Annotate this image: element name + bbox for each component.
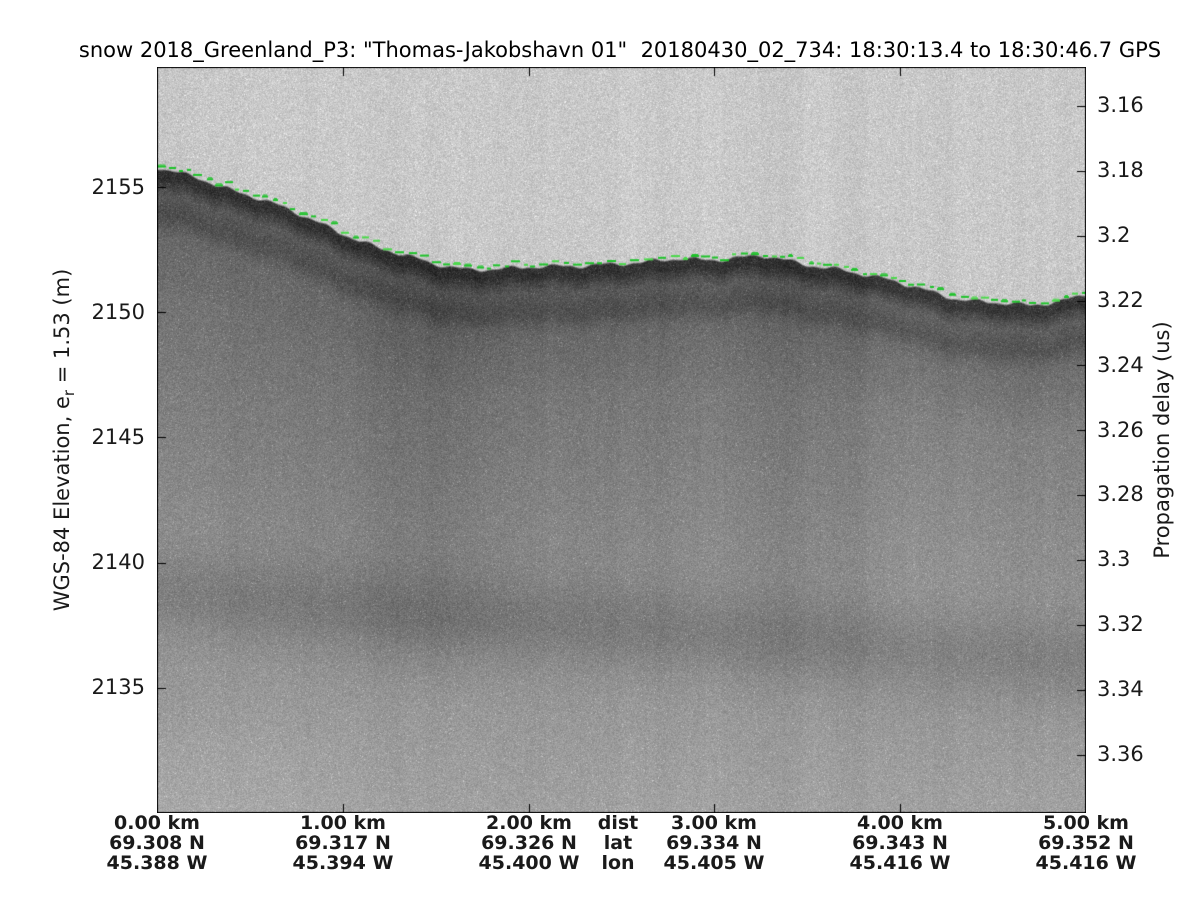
- left-tick-label: 2140: [91, 550, 145, 574]
- geo-column-4: 4.00 km 69.343 N 45.416 W: [808, 813, 992, 873]
- right-tick-label: 3.26: [1097, 418, 1144, 442]
- geo-lat: 69.308 N: [109, 832, 205, 854]
- left-axis-label-subscript: r: [60, 389, 79, 397]
- right-tick-label: 3.34: [1097, 677, 1144, 701]
- geo-lon: 45.405 W: [663, 852, 765, 874]
- geo-dist: 2.00 km: [486, 812, 572, 834]
- left-axis-label-suffix: = 1.53 (m): [49, 268, 74, 390]
- geo-dist: 5.00 km: [1043, 812, 1129, 834]
- right-tick-label: 3.28: [1097, 482, 1144, 506]
- geo-column-1: 1.00 km 69.317 N 45.394 W: [251, 813, 435, 873]
- right-tick-label: 3.16: [1097, 93, 1144, 117]
- geo-lat: 69.317 N: [295, 832, 391, 854]
- right-tick-label: 3.3: [1097, 547, 1131, 571]
- geo-dist: 0.00 km: [114, 812, 200, 834]
- geo-lat: 69.352 N: [1038, 832, 1134, 854]
- right-tick-label: 3.32: [1097, 612, 1144, 636]
- geo-dist: 1.00 km: [300, 812, 386, 834]
- geo-dist: 3.00 km: [671, 812, 757, 834]
- geo-header-lon: lon: [601, 852, 635, 874]
- left-axis-label: WGS-84 Elevation, er = 1.53 (m): [50, 269, 78, 612]
- geo-dist: 4.00 km: [857, 812, 943, 834]
- geo-column-3: 3.00 km 69.334 N 45.405 W: [622, 813, 806, 873]
- echogram-canvas: [157, 67, 1086, 813]
- left-axis-label-prefix: WGS-84 Elevation, e: [49, 396, 74, 612]
- right-tick-label: 3.18: [1097, 158, 1144, 182]
- geo-lon: 45.394 W: [292, 852, 394, 874]
- right-tick-label: 3.2: [1097, 223, 1131, 247]
- geo-header-dist: dist: [597, 812, 639, 834]
- geo-column-2: 2.00 km 69.326 N 45.400 W: [437, 813, 621, 873]
- geo-column-5: 5.00 km 69.352 N 45.416 W: [994, 813, 1178, 873]
- geo-lon: 45.388 W: [106, 852, 208, 874]
- geo-lon: 45.416 W: [1035, 852, 1137, 874]
- geo-lon: 45.400 W: [478, 852, 580, 874]
- left-tick-label: 2135: [91, 675, 145, 699]
- geo-row-headers: dist lat lon: [526, 813, 710, 873]
- plot-title: snow 2018_Greenland_P3: "Thomas-Jakobsha…: [78, 38, 1162, 62]
- right-tick-label: 3.24: [1097, 353, 1144, 377]
- left-tick-label: 2145: [91, 425, 145, 449]
- right-axis-label: Propagation delay (us): [1150, 321, 1174, 559]
- geo-lat: 69.334 N: [666, 832, 762, 854]
- geo-column-0: 0.00 km 69.308 N 45.388 W: [65, 813, 249, 873]
- geo-header-lat: lat: [603, 832, 633, 854]
- left-tick-label: 2155: [91, 175, 145, 199]
- geo-lat: 69.343 N: [852, 832, 948, 854]
- right-tick-label: 3.22: [1097, 288, 1144, 312]
- geo-lon: 45.416 W: [849, 852, 951, 874]
- right-tick-label: 3.36: [1097, 742, 1144, 766]
- geo-lat: 69.326 N: [481, 832, 577, 854]
- left-tick-label: 2150: [91, 300, 145, 324]
